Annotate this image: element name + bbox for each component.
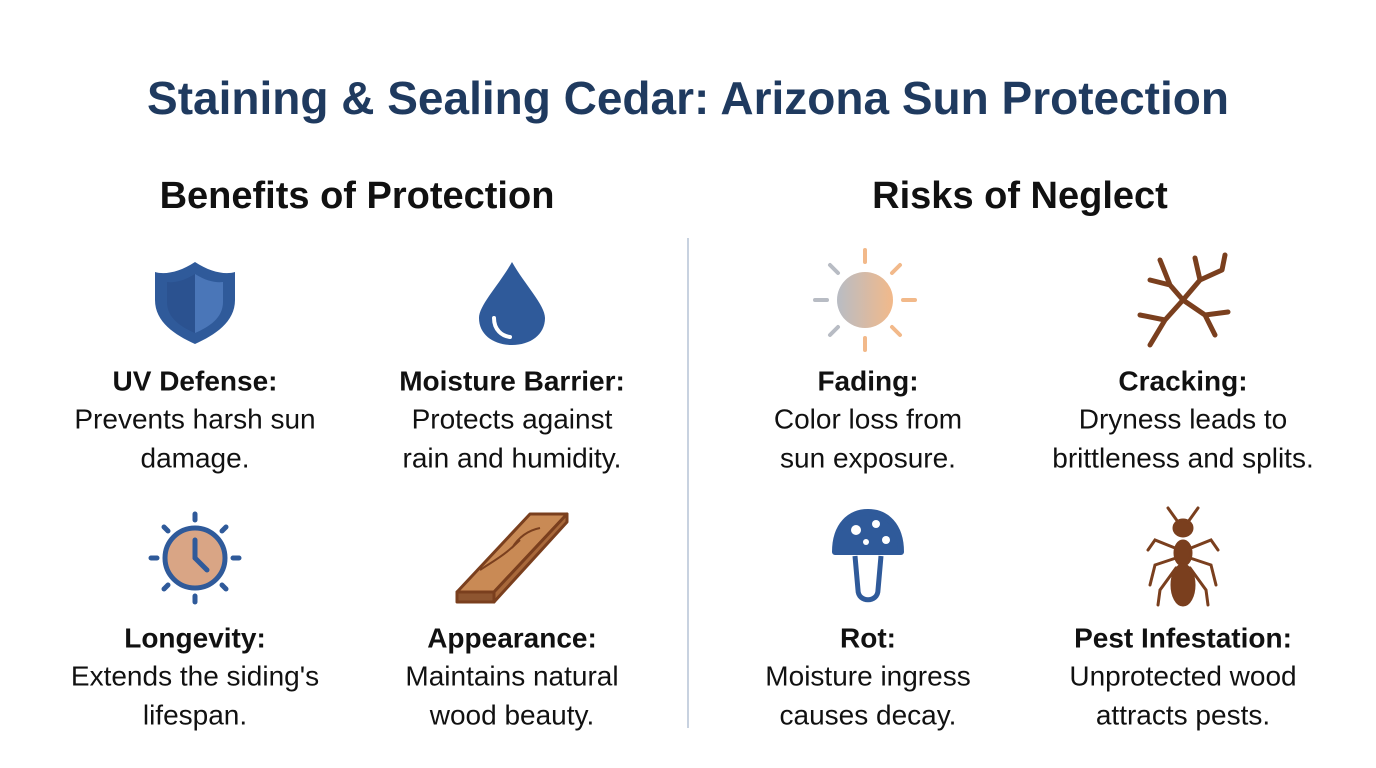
item-description: Protects against — [412, 403, 613, 434]
item-description: Moisture ingress — [765, 660, 970, 691]
item-description: Extends the siding's — [71, 660, 319, 691]
item-label: Rot: — [840, 622, 896, 653]
drop-icon — [479, 262, 545, 345]
title: Staining & Sealing Cedar: Arizona Sun Pr… — [147, 72, 1229, 124]
item-label: Longevity: — [124, 622, 266, 653]
item-description: damage. — [141, 442, 250, 473]
item-description: wood beauty. — [429, 699, 595, 730]
section-heading: Risks of Neglect — [872, 175, 1168, 217]
item-description: Maintains natural — [405, 660, 618, 691]
item-label: UV Defense: — [113, 365, 278, 396]
section-heading: Benefits of Protection — [160, 175, 555, 217]
item-label: Fading: — [817, 365, 918, 396]
crack-icon — [1137, 252, 1231, 348]
item-description: Prevents harsh sun — [74, 403, 315, 434]
item-description: attracts pests. — [1096, 699, 1270, 730]
item-description: Unprotected wood — [1069, 660, 1296, 691]
wood-icon — [455, 512, 569, 604]
item-description: brittleness and splits. — [1052, 442, 1313, 473]
item-label: Cracking: — [1118, 365, 1247, 396]
item-label: Appearance: — [427, 622, 597, 653]
ant-icon — [1146, 506, 1220, 607]
item-description: rain and humidity. — [403, 442, 622, 473]
mushroom-icon — [832, 509, 904, 603]
item-label: Moisture Barrier: — [399, 365, 625, 396]
item-description: Color loss from — [774, 403, 962, 434]
sun-icon — [813, 248, 917, 352]
clock-icon — [148, 511, 242, 605]
item-label: Pest Infestation: — [1074, 622, 1292, 653]
item-description: causes decay. — [780, 699, 957, 730]
item-description: Dryness leads to — [1079, 403, 1288, 434]
item-description: lifespan. — [143, 699, 247, 730]
shield-icon — [155, 262, 235, 344]
item-description: sun exposure. — [780, 442, 956, 473]
